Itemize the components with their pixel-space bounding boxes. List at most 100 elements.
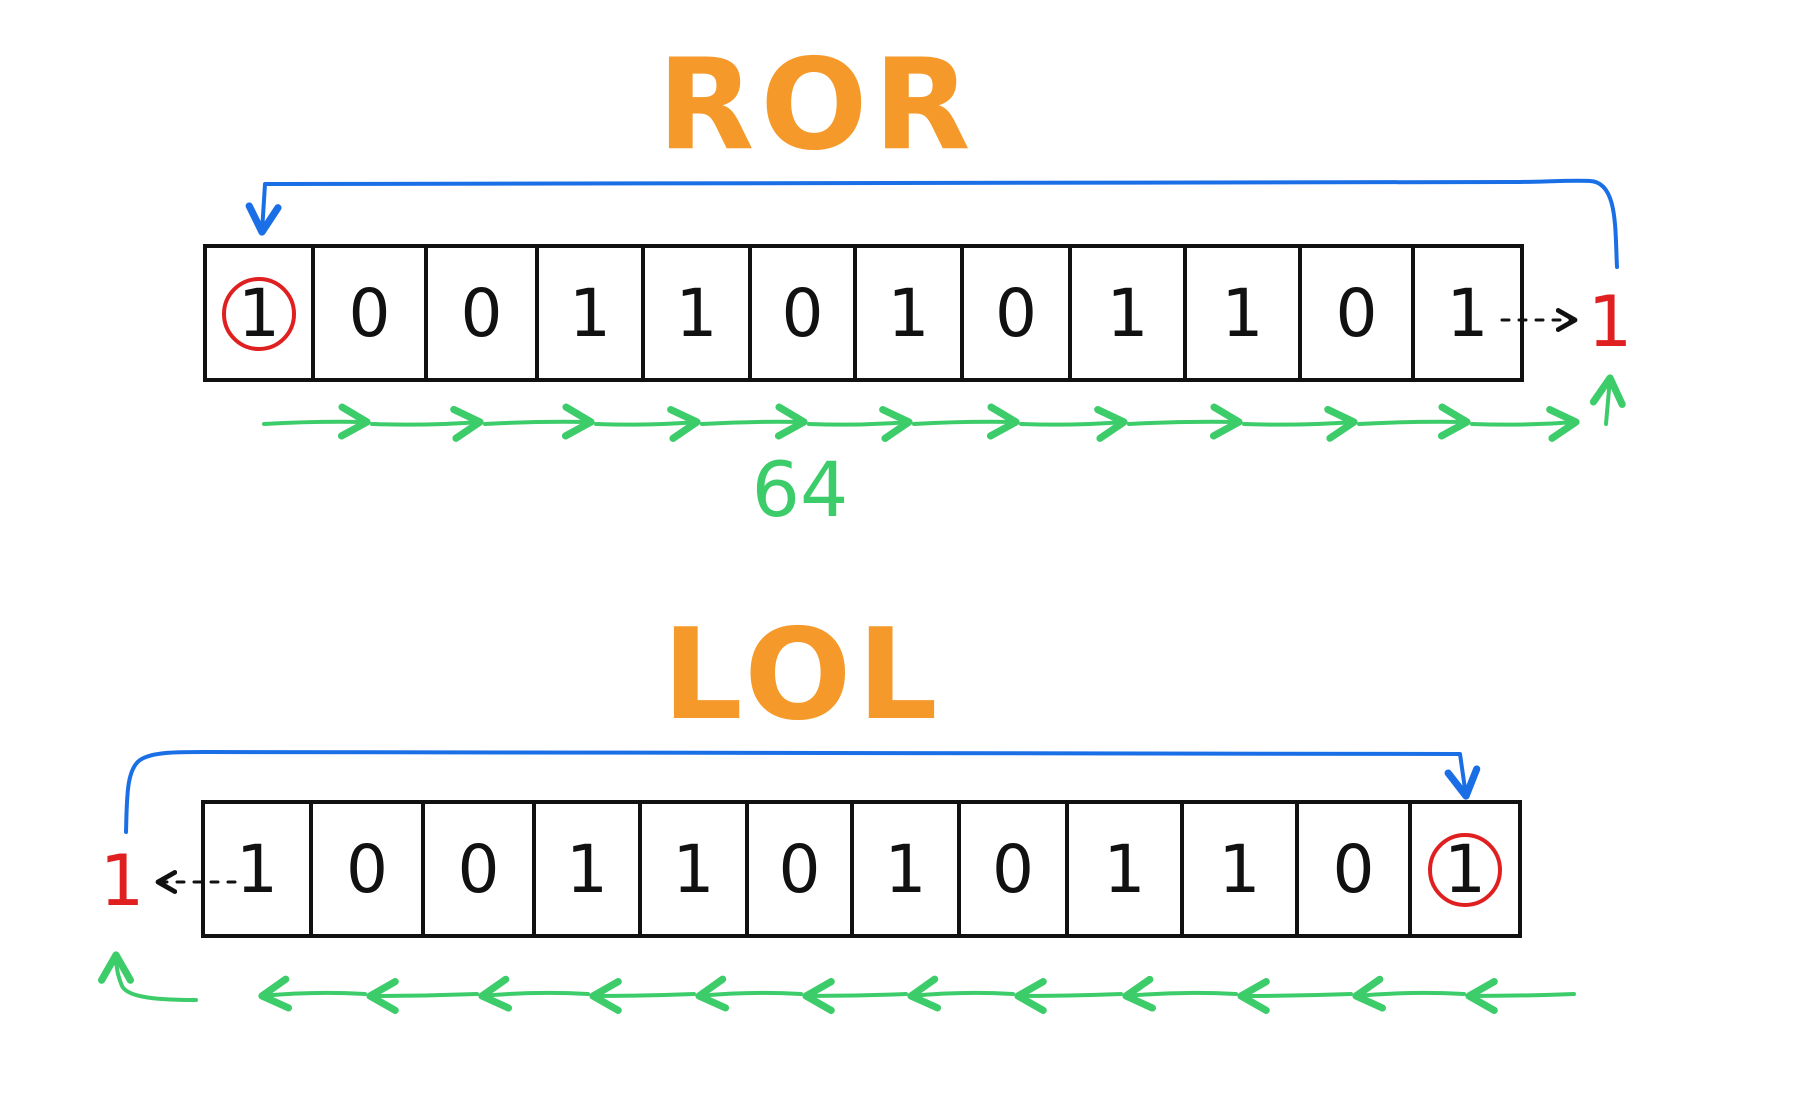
rol-bit-cell-box bbox=[309, 800, 425, 938]
rol-bit-cell: 1 bbox=[638, 800, 749, 938]
ror-bit-value: 0 bbox=[782, 275, 824, 352]
rol-highlight-circle bbox=[1428, 833, 1502, 907]
ror-carry-bit: 1 bbox=[1588, 281, 1633, 363]
rol-bit-value: 0 bbox=[992, 831, 1034, 908]
ror-bit-value: 0 bbox=[995, 275, 1037, 352]
rol-title: LOL bbox=[662, 601, 943, 748]
rol-bit-value: 1 bbox=[1219, 831, 1261, 908]
rol-bit-cell-box bbox=[850, 800, 961, 938]
ror-bit-value: 0 bbox=[349, 275, 391, 352]
ror-bit-cell: 1 bbox=[535, 244, 645, 382]
ror-bit-cell: 0 bbox=[748, 244, 857, 382]
rol-shift-arrow bbox=[802, 977, 908, 1014]
ror-bit-cell-box bbox=[1068, 244, 1187, 382]
rol-bit-cell: 1 bbox=[1065, 800, 1184, 938]
ror-bit-cell: 0 bbox=[424, 244, 539, 382]
rol-bit-value: 0 bbox=[779, 831, 821, 908]
rol-shift-arrow bbox=[478, 975, 590, 1012]
ror-bit-cell-box bbox=[853, 244, 964, 382]
ror-bit-value: 0 bbox=[1336, 275, 1378, 352]
rol-bit-cell: 1 bbox=[532, 800, 642, 938]
ror-shift-arrow bbox=[700, 403, 808, 440]
ror-bit-cell: 0 bbox=[960, 244, 1072, 382]
rol-shift-arrow bbox=[366, 977, 479, 1014]
rol-bit-value: 1 bbox=[236, 831, 278, 908]
ror-bit-cell-box bbox=[748, 244, 857, 382]
rol-bit-cell: 0 bbox=[745, 800, 854, 938]
ror-bit-cell-box bbox=[535, 244, 645, 382]
rol-shift-arrow bbox=[907, 975, 1015, 1012]
rol-shift-arrow bbox=[695, 975, 803, 1012]
ror-shift-arrow bbox=[594, 406, 701, 442]
rol-bit-value: 1 bbox=[885, 831, 927, 908]
ror-bit-value: 1 bbox=[569, 275, 611, 352]
ror-bit-value: 1 bbox=[1222, 275, 1264, 352]
rol-bit-cell-box bbox=[638, 800, 749, 938]
ror-bit-cell: 1 bbox=[641, 244, 752, 382]
ror-bit-cell: 1 bbox=[1411, 244, 1524, 382]
ror-bit-cell-box bbox=[424, 244, 539, 382]
rol-shift-arrow bbox=[1465, 977, 1576, 1014]
rol-bit-value: 1 bbox=[673, 831, 715, 908]
rol-shift-arrow bbox=[1122, 975, 1238, 1012]
ror-bit-cell: 0 bbox=[1298, 244, 1415, 382]
ror-bit-value: 1 bbox=[676, 275, 718, 352]
rol-bit-cell: 0 bbox=[309, 800, 425, 938]
ror-shift-arrow bbox=[807, 406, 913, 442]
rol-bit-cell: 1 bbox=[201, 800, 313, 938]
ror-bit-cell-box bbox=[960, 244, 1072, 382]
rol-bit-cell: 0 bbox=[1295, 800, 1412, 938]
rol-shift-arrow bbox=[258, 975, 367, 1012]
ror-title: ROR bbox=[657, 31, 976, 178]
ror-bit-cell: 1 bbox=[1183, 244, 1302, 382]
rol-carry-bit: 1 bbox=[100, 840, 145, 922]
ror-bit-value: 1 bbox=[238, 275, 280, 352]
rol-bit-cell-box bbox=[1295, 800, 1412, 938]
rol-bit-cell-box bbox=[745, 800, 854, 938]
ror-bit-cell: 1 bbox=[203, 244, 315, 382]
ror-highlight-circle bbox=[222, 277, 296, 351]
rol-bit-value: 0 bbox=[458, 831, 500, 908]
ror-bit-cell: 1 bbox=[853, 244, 964, 382]
rol-shift-arrow bbox=[1352, 975, 1466, 1012]
rol-shift-arrow bbox=[1014, 977, 1123, 1014]
rol-bit-value: 1 bbox=[1104, 831, 1146, 908]
ror-shift-up-arrow bbox=[1589, 374, 1626, 426]
rol-shift-arrows bbox=[258, 975, 1576, 1014]
rol-shift-arrow bbox=[1237, 977, 1353, 1014]
ror-shift-arrow bbox=[1470, 405, 1580, 442]
ror-bit-cell-box bbox=[1411, 244, 1524, 382]
rol-bit-cell: 1 bbox=[1408, 800, 1522, 938]
rol-bit-cell-box bbox=[421, 800, 536, 938]
ror-bit-value: 1 bbox=[888, 275, 930, 352]
ror-bit-value: 1 bbox=[1107, 275, 1149, 352]
ror-shift-arrow bbox=[1357, 403, 1471, 440]
rol-bit-cell-box bbox=[201, 800, 313, 938]
rol-wrap-arrow bbox=[124, 750, 1481, 834]
rol-bit-value: 0 bbox=[346, 831, 388, 908]
rol-shift-up-arrow bbox=[98, 951, 198, 1002]
rol-bit-cell: 1 bbox=[850, 800, 961, 938]
ror-bit-cell: 0 bbox=[311, 244, 428, 382]
ror-shift-arrow bbox=[912, 403, 1020, 440]
rol-bit-value: 1 bbox=[1444, 831, 1486, 908]
ror-shift-arrow bbox=[262, 403, 371, 440]
ror-shift-arrows bbox=[262, 403, 1580, 442]
ror-wrap-arrow bbox=[245, 178, 1619, 269]
rol-bit-value: 0 bbox=[1333, 831, 1375, 908]
ror-bit-value: 0 bbox=[461, 275, 503, 352]
rol-bit-cell: 1 bbox=[1180, 800, 1299, 938]
ror-bit-cell: 1 bbox=[1068, 244, 1187, 382]
rol-shift-arrow bbox=[589, 977, 696, 1014]
ror-bit-cell-box bbox=[1298, 244, 1415, 382]
rol-bit-cell: 0 bbox=[957, 800, 1069, 938]
ror-bit-value: 1 bbox=[1447, 275, 1489, 352]
rol-bit-value: 1 bbox=[566, 831, 608, 908]
ror-shift-arrow bbox=[370, 405, 484, 442]
ror-shift-amount-label: 64 bbox=[752, 445, 849, 534]
